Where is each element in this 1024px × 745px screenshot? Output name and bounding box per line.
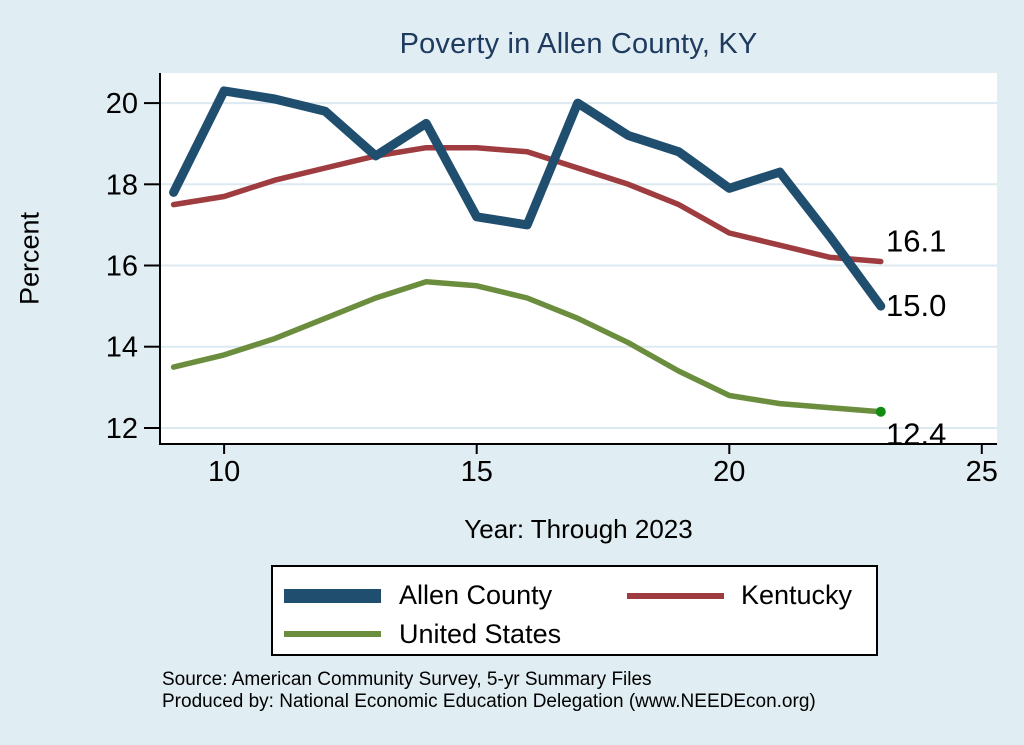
x-tick-label-15: 15 [461, 456, 493, 488]
x-tick-label-20: 20 [713, 456, 745, 488]
legend-label-kentucky: Kentucky [741, 580, 853, 610]
chart-title: Poverty in Allen County, KY [399, 28, 758, 60]
series-line-united-states [170, 279, 884, 415]
x-tick-label-10: 10 [208, 456, 240, 488]
legend-swatch-united-states [284, 631, 381, 637]
produced-by-line: Produced by: National Economic Education… [162, 690, 816, 712]
series-line-kentucky [170, 144, 884, 265]
source-note: Source: American Community Survey, 5-yr … [162, 669, 816, 712]
series-end-label-kentucky: 16.1 [886, 224, 946, 259]
series-end-marker-united-states [875, 406, 886, 417]
y-tick-label-18: 18 [106, 169, 138, 201]
legend-swatch-kentucky [627, 593, 724, 599]
legend-label-united-states: United States [399, 619, 562, 649]
series-line-allen-county [169, 86, 886, 311]
y-tick-label-14: 14 [106, 332, 138, 364]
series-end-label-allen-county: 15.0 [886, 288, 946, 323]
y-tick-label-20: 20 [106, 88, 138, 120]
y-tick-label-16: 16 [106, 251, 138, 283]
x-axis-title: Year: Through 2023 [464, 514, 693, 544]
legend-label-allen-county: Allen County [399, 580, 553, 610]
legend-swatch-allen-county [284, 589, 381, 603]
x-tick-label-25: 25 [966, 456, 998, 488]
series-end-label-united-states: 12.4 [886, 417, 946, 452]
legend-box: Allen County Kentucky United States [271, 565, 878, 656]
source-line: Source: American Community Survey, 5-yr … [162, 669, 652, 690]
y-tick-label-12: 12 [106, 413, 138, 445]
